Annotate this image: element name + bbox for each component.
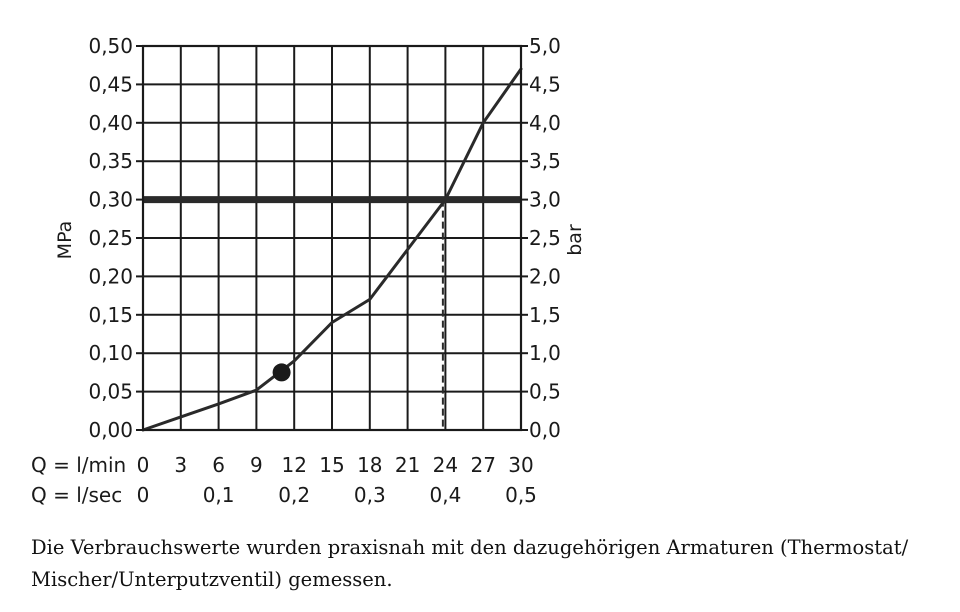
- x-axis-lsec-title: Q = l/sec: [31, 483, 122, 507]
- left-tick-label: 0,10: [88, 341, 133, 365]
- right-tick-label: 4,0: [529, 111, 561, 135]
- right-tick-label: 1,0: [529, 341, 561, 365]
- reference-lines: [143, 196, 521, 430]
- x-axis-lmin-title: Q = l/min: [31, 453, 126, 477]
- pressure-curve: [141, 67, 523, 432]
- chart-grid: [142, 45, 522, 431]
- right-tick-label: 4,5: [529, 72, 561, 96]
- x-tick-label-lsec: 0,1: [203, 483, 235, 507]
- x-tick-label-lsec: 0,4: [429, 483, 461, 507]
- left-axis-title: MPa: [54, 221, 76, 260]
- right-tick-label: 5,0: [529, 34, 561, 58]
- x-tick-label-lsec: 0,5: [505, 483, 537, 507]
- left-tick-label: 0,05: [88, 380, 133, 404]
- left-tick-label: 0,15: [88, 303, 133, 327]
- x-tick-label-lmin: 27: [470, 453, 495, 477]
- data-series: [141, 67, 523, 432]
- chart-caption: Die Verbrauchswerte wurden praxisnah mit…: [31, 536, 909, 591]
- operating-point-marker: [272, 363, 291, 382]
- right-axis-title: bar: [564, 224, 586, 256]
- right-tick-label: 2,5: [529, 226, 561, 250]
- left-tick-label: 0,35: [88, 149, 133, 173]
- left-tick-label: 0,40: [88, 111, 133, 135]
- left-tick-label: 0,20: [88, 264, 133, 288]
- right-tick-label: 0,5: [529, 380, 561, 404]
- x-tick-label-lmin: 3: [174, 453, 187, 477]
- right-tick-label: 2,0: [529, 264, 561, 288]
- x-tick-label-lsec: 0: [137, 483, 150, 507]
- x-tick-label-lmin: 18: [357, 453, 382, 477]
- x-tick-label-lmin: 12: [281, 453, 306, 477]
- x-tick-label-lmin: 21: [395, 453, 420, 477]
- right-tick-label: 3,0: [529, 188, 561, 212]
- pressure-flow-chart: 0,000,050,100,150,200,250,300,350,400,45…: [31, 34, 586, 507]
- left-tick-label: 0,00: [88, 418, 133, 442]
- x-tick-label-lmin: 0: [137, 453, 150, 477]
- x-tick-label-lmin: 6: [212, 453, 225, 477]
- x-tick-label-lmin: 9: [250, 453, 263, 477]
- left-tick-label: 0,25: [88, 226, 133, 250]
- x-tick-label-lmin: 30: [508, 453, 533, 477]
- plot-frame: [136, 44, 528, 432]
- tick-labels: 0,000,050,100,150,200,250,300,350,400,45…: [88, 34, 560, 507]
- x-tick-label-lmin: 24: [433, 453, 458, 477]
- x-tick-label-lsec: 0,2: [278, 483, 310, 507]
- left-tick-label: 0,45: [88, 72, 133, 96]
- left-tick-label: 0,50: [88, 34, 133, 58]
- left-tick-label: 0,30: [88, 188, 133, 212]
- x-tick-label-lsec: 0,3: [354, 483, 386, 507]
- right-tick-label: 3,5: [529, 149, 561, 173]
- right-tick-label: 0,0: [529, 418, 561, 442]
- right-tick-label: 1,5: [529, 303, 561, 327]
- x-tick-label-lmin: 15: [319, 453, 344, 477]
